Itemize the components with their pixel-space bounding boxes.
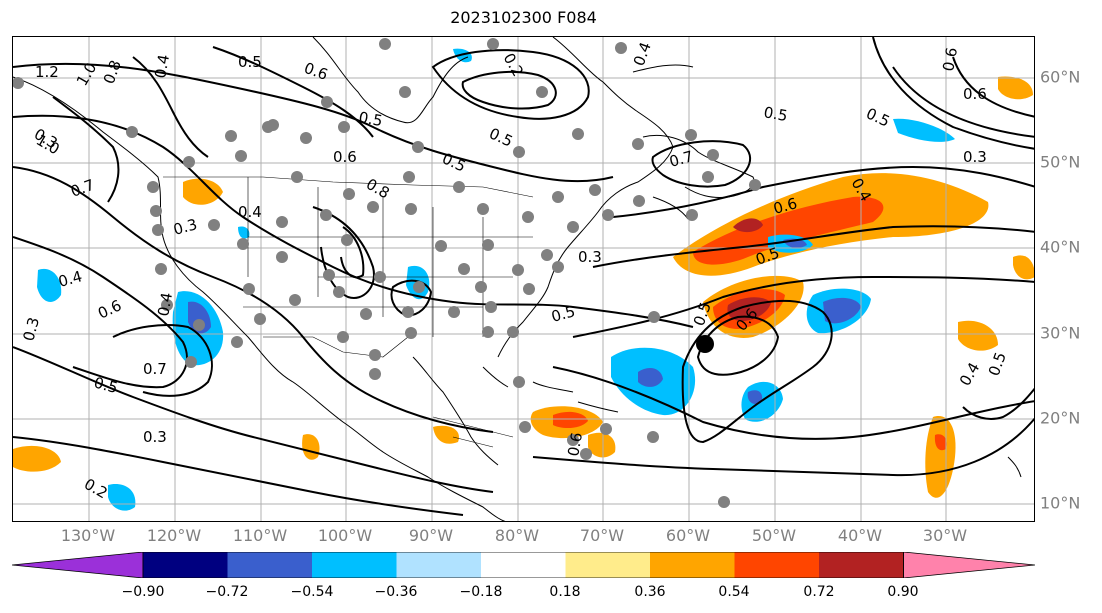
storm-center-marker <box>696 335 714 353</box>
contour-label: 0.8 <box>363 175 393 203</box>
lon-label: 50°W <box>751 526 797 545</box>
contour-label: 0.2 <box>500 50 528 80</box>
lon-label: 120°W <box>146 526 202 545</box>
colorbar-segment <box>143 552 228 578</box>
contour-label: 0.5 <box>357 108 384 130</box>
contour-label: 0.5 <box>92 373 120 397</box>
contour-label: 0.3 <box>19 315 43 343</box>
lon-label: 40°W <box>837 526 883 545</box>
coastlines <box>13 37 1022 521</box>
contour-label: 0.3 <box>963 148 987 166</box>
contour-label: 0.6 <box>963 85 987 103</box>
contour-label: 0.7 <box>68 176 97 201</box>
colorbar-tick: 0.18 <box>549 584 581 600</box>
contour-label: 1.2 <box>35 63 59 81</box>
lon-label: 100°W <box>317 526 373 545</box>
political-borders <box>163 176 534 448</box>
colorbar-tick: −0.90 <box>121 584 165 600</box>
contour-label: 0.8 <box>100 58 125 87</box>
colorbar-tick: −0.54 <box>290 584 334 600</box>
lon-label: 130°W <box>60 526 116 545</box>
graticule <box>13 37 1034 521</box>
map-canvas: 1.2 1.0 0.8 0.4 0.5 0.6 0.2 0.5 0.4 0.6 … <box>13 37 1034 521</box>
contour-label: 0.3 <box>171 215 199 239</box>
map-title: 2023102300 F084 <box>450 8 597 27</box>
colorbar-tick: 0.36 <box>634 584 666 600</box>
lon-label: 110°W <box>232 526 288 545</box>
contour-label: 0.6 <box>302 59 331 84</box>
lon-label: 70°W <box>579 526 625 545</box>
colorbar-tick: 0.72 <box>803 584 835 600</box>
colorbar-tick: −0.18 <box>459 584 503 600</box>
contour-label: 0.6 <box>333 148 357 166</box>
contour-label: 0.6 <box>939 46 961 73</box>
colorbar-tick: −0.72 <box>205 584 249 600</box>
colorbar-tick: 0.54 <box>718 584 750 600</box>
map-panel[interactable]: 1.2 1.0 0.8 0.4 0.5 0.6 0.2 0.5 0.4 0.6 … <box>12 36 1035 522</box>
lon-label: 80°W <box>494 526 540 545</box>
lon-label: 90°W <box>408 526 454 545</box>
station-markers <box>13 38 761 508</box>
contour-label: 0.4 <box>154 291 176 318</box>
contour-label: 0.5 <box>238 53 262 71</box>
contour-label: 0.4 <box>151 53 173 80</box>
contour-label: 0.3 <box>143 428 167 446</box>
contour-label: 0.4 <box>56 267 84 291</box>
colorbar-segment <box>396 552 481 578</box>
colorbar-segment <box>565 552 650 578</box>
contour-label: 0.5 <box>486 124 515 150</box>
contour-label: 0.5 <box>762 103 789 125</box>
colorbar-segment <box>819 552 904 578</box>
contour-label: 0.4 <box>238 203 262 221</box>
contour-label: 0.6 <box>564 431 586 458</box>
lat-label: 50°N <box>1040 152 1081 172</box>
colorbar-segment <box>312 552 397 578</box>
contour-label: 0.6 <box>771 194 799 218</box>
colorbar-segment <box>734 552 819 578</box>
contour-label: 0.5 <box>863 104 892 130</box>
colorbar-extend-high <box>903 552 1035 578</box>
lon-label: 60°W <box>665 526 711 545</box>
lat-label: 20°N <box>1040 408 1081 428</box>
contour-label: 0.7 <box>143 360 167 378</box>
colorbar-segment <box>227 552 312 578</box>
colorbar-extend-low <box>12 552 144 578</box>
lat-label: 40°N <box>1040 237 1081 257</box>
contour-label: 0.4 <box>630 40 655 69</box>
colorbar-segment <box>650 552 735 578</box>
lat-label: 30°N <box>1040 323 1081 343</box>
lat-label: 10°N <box>1040 493 1081 513</box>
contour-label: 0.4 <box>956 359 984 389</box>
contour-label: 0.3 <box>578 248 602 266</box>
colorbar <box>12 552 1035 578</box>
contour-label: 0.7 <box>667 147 695 171</box>
lon-label: 30°W <box>922 526 968 545</box>
contour-label: 0.2 <box>81 475 111 503</box>
colorbar-segment <box>481 552 566 578</box>
lat-label: 60°N <box>1040 67 1081 87</box>
contour-label: 0.5 <box>985 350 1010 379</box>
contour-label: 0.6 <box>95 296 124 322</box>
contour-label: 0.5 <box>549 302 577 326</box>
colorbar-tick: −0.36 <box>374 584 418 600</box>
colorbar-tick: 0.90 <box>887 584 919 600</box>
